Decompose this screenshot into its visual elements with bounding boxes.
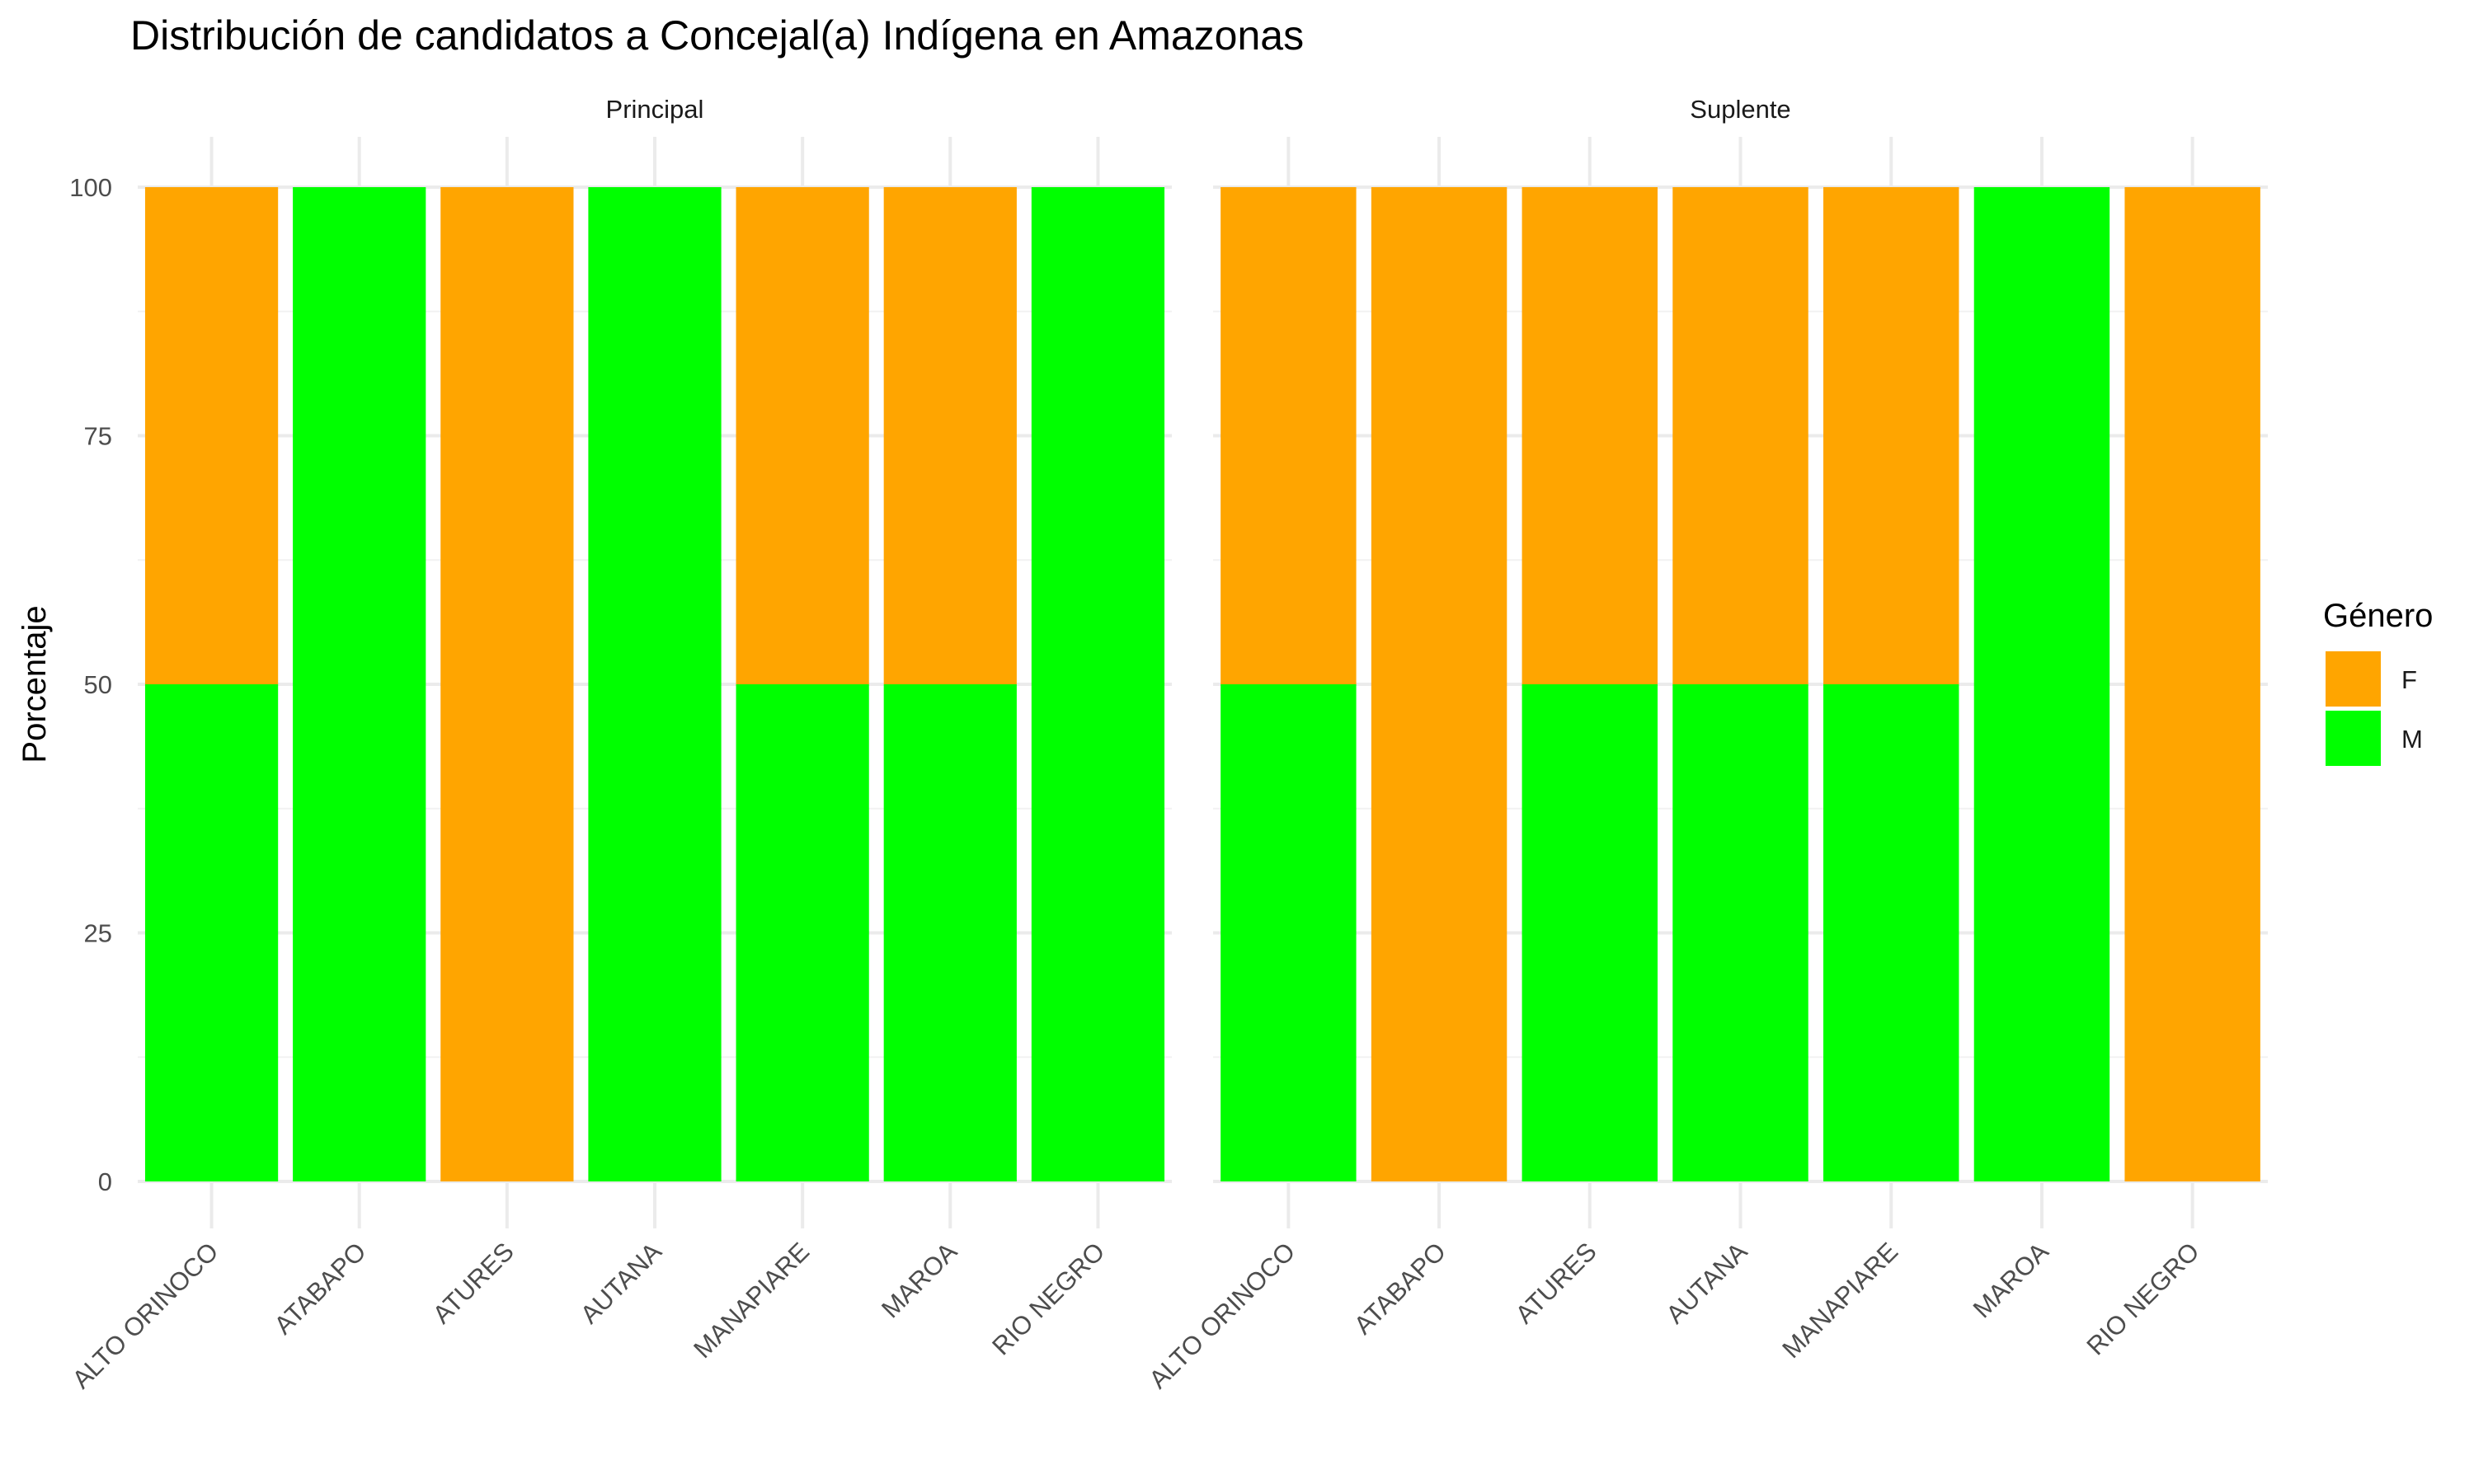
bar-f [1522,187,1658,684]
bar-m [1221,684,1357,1181]
bar-m [1672,684,1808,1181]
legend-key-f [2326,651,2381,707]
chart-title: Distribución de candidatos a Concejal(a)… [130,12,1304,59]
bar-f [1823,187,1959,684]
bar-m [1522,684,1658,1181]
facet-panel-suplente: Suplente ALTO ORINOCO ATABAPO ATURES AUTANA M… [1143,95,2268,1394]
legend-title: Género [2323,598,2433,634]
legend: Género FM [2323,598,2433,766]
legend-items: FM [2326,651,2423,766]
x-tick-label: ATURES [427,1237,520,1329]
y-tick-label: 25 [84,919,112,948]
bar-f [1221,187,1357,684]
y-tick-label: 50 [84,670,112,699]
x-tick-label: ALTO ORINOCO [1143,1237,1300,1394]
y-axis-label: Porcentaje [16,605,53,763]
bar-f [2124,187,2260,1181]
facet-strip-label: Principal [606,95,704,124]
bar-m [293,187,426,1181]
x-tick-label: AUTANA [1660,1237,1752,1329]
bar-m [1031,187,1165,1181]
y-tick-label: 100 [69,173,112,202]
bar-m [883,684,1017,1181]
y-tick-label: 0 [98,1167,112,1196]
bar-m [736,684,869,1181]
x-tick-label: ATABAPO [269,1237,372,1340]
x-tick-label: MAROA [1968,1237,2054,1323]
bar-f [736,187,869,684]
x-tick-label: ATABAPO [1348,1237,1451,1340]
legend-label: M [2401,725,2423,754]
bar-m [144,684,279,1181]
x-tick-label: RIO NEGRO [2081,1237,2204,1360]
legend-key-m [2326,711,2381,766]
bar-f [883,187,1017,684]
legend-label: F [2401,665,2417,694]
facet-panel-principal: Principal ALTO ORINOCO ATABAPO ATURES AUTANA… [67,95,1172,1394]
x-tick-label: AUTANA [575,1237,667,1329]
bar-m [588,187,722,1181]
x-tick-label: ALTO ORINOCO [67,1237,224,1394]
bar-m [1823,684,1959,1181]
bar-f [1371,187,1507,1181]
bar-m [1973,187,2110,1181]
facet-strip-label: Suplente [1690,95,1790,124]
facet-panels: Principal ALTO ORINOCO ATABAPO ATURES AUTANA… [67,95,2268,1394]
x-tick-label: MANAPIARE [688,1237,815,1364]
bar-f [144,187,279,684]
y-tick-label: 75 [84,422,112,451]
x-tick-label: ATURES [1510,1237,1602,1329]
x-tick-label: MANAPIARE [1776,1237,1903,1364]
x-tick-label: RIO NEGRO [986,1237,1110,1360]
bar-f [1672,187,1808,684]
x-tick-label: MAROA [876,1237,962,1323]
bar-f [440,187,574,1181]
